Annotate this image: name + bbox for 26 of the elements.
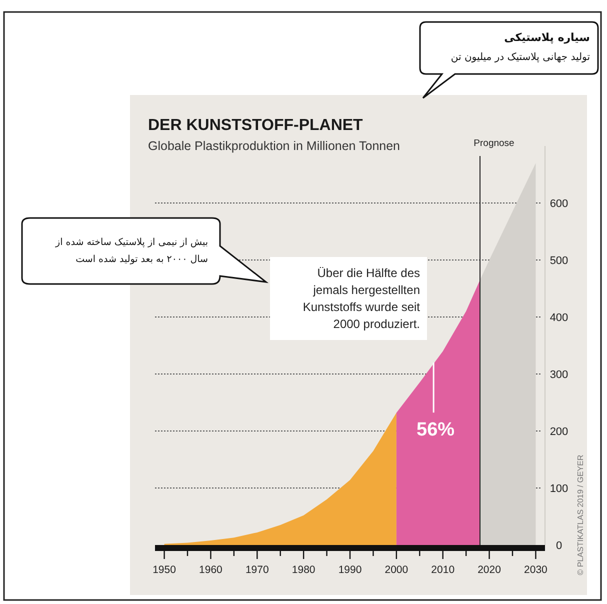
chart-title: DER KUNSTSTOFF-PLANET bbox=[148, 117, 364, 134]
x-tick-label: 2010 bbox=[431, 564, 455, 576]
annotation: Über die Hälfte des jemals hergestellten Kunststoffs wurde seit 2000 produziert. bbox=[302, 266, 421, 331]
x-tick-label: 2000 bbox=[384, 564, 408, 576]
chart-subtitle: Globale Plastikproduktion in Millionen Tonnen bbox=[148, 139, 400, 153]
y-tick-label: 200 bbox=[550, 426, 568, 438]
text: سیاره پلاستیکی bbox=[504, 31, 590, 44]
y-tick-label: 300 bbox=[550, 369, 568, 381]
x-tick-label: 1980 bbox=[292, 564, 316, 576]
y-tick-label: 500 bbox=[550, 255, 568, 267]
x-tick-label: 2030 bbox=[524, 564, 548, 576]
x-tick-label: 1970 bbox=[245, 564, 269, 576]
y-tick-label: 600 bbox=[550, 198, 568, 210]
picture-callout-left: بیش از نیمی از پلاستیک ساخته شده از سال ۲۰۰۰ به بعد تولید شده است bbox=[21, 217, 267, 285]
annotation: بیش از نیمی از پلاستیک ساخته شده از سال ۲۰۰۰ به بعد تولید شده است bbox=[54, 237, 208, 265]
ref-line-label: Prognose bbox=[474, 138, 514, 149]
x-tick-label: 1990 bbox=[338, 564, 362, 576]
y-tick-label: 0 bbox=[556, 540, 562, 552]
text: © PLASTIKATLAS 2019 / GEYER bbox=[576, 454, 585, 576]
x-tick-label: 2020 bbox=[478, 564, 502, 576]
x-tick-label: 1960 bbox=[199, 564, 223, 576]
y-tick-label: 400 bbox=[550, 312, 568, 324]
y-tick-label: 100 bbox=[550, 483, 568, 495]
text: تولید جهانی پلاستیک در میلیون تن bbox=[450, 52, 590, 63]
annotation: 56% bbox=[416, 420, 455, 441]
x-tick-label: 1950 bbox=[152, 564, 176, 576]
